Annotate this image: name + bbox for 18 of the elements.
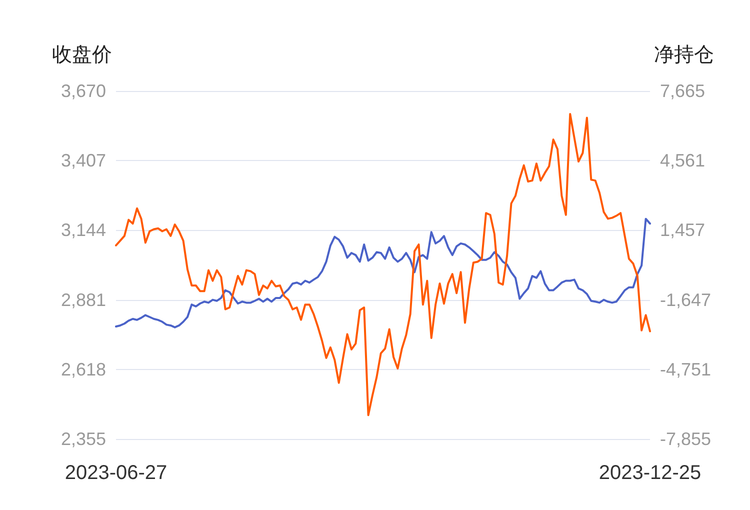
x-tick-label: 2023-06-27: [64, 462, 168, 484]
y2-tick-label: -7,855: [660, 429, 712, 449]
y2-tick-label: -4,751: [660, 359, 712, 380]
y-tick-label: 3,144: [60, 220, 106, 240]
x-tick-label: 2023-12-25: [598, 462, 702, 484]
y-tick-label: 2,618: [60, 359, 106, 380]
y2-tick-label: -1,647: [660, 290, 712, 310]
y-tick-label: 2,355: [60, 429, 106, 449]
y2-axis-title: 净持仓: [654, 44, 714, 66]
y2-tick-label: 1,457: [660, 220, 706, 240]
line-series: [115, 112, 651, 416]
y-tick-label: 3,407: [60, 150, 106, 171]
y-tick-label: 2,881: [60, 290, 106, 310]
y2-tick-label: 7,665: [660, 81, 706, 101]
line-series: [115, 218, 651, 328]
y2-tick-label: 4,561: [660, 150, 706, 171]
y-axis-title: 收盘价: [52, 44, 112, 66]
y-tick-label: 3,670: [60, 81, 106, 101]
